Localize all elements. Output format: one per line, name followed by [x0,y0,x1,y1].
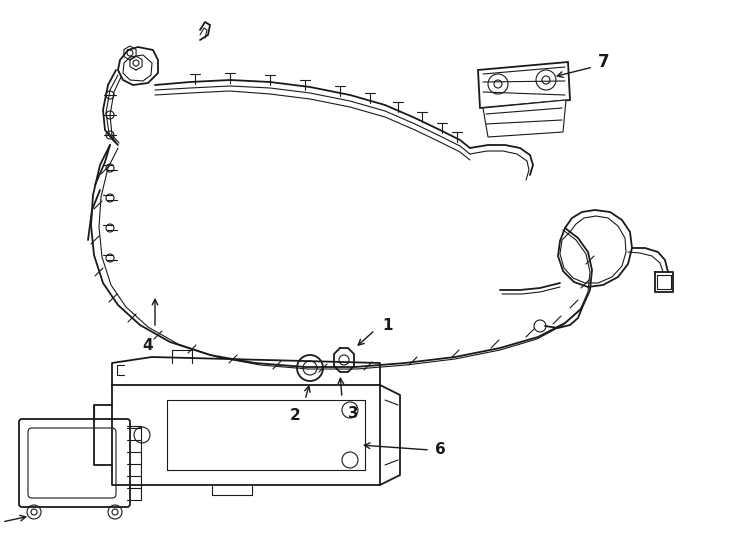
Text: 6: 6 [435,442,446,457]
Text: 4: 4 [142,338,153,353]
Text: 3: 3 [348,406,359,421]
FancyBboxPatch shape [19,419,130,507]
Polygon shape [483,100,566,137]
FancyBboxPatch shape [28,428,116,498]
Text: 7: 7 [598,53,610,71]
Polygon shape [478,62,570,108]
Text: 2: 2 [290,408,300,423]
Text: 1: 1 [382,318,393,333]
